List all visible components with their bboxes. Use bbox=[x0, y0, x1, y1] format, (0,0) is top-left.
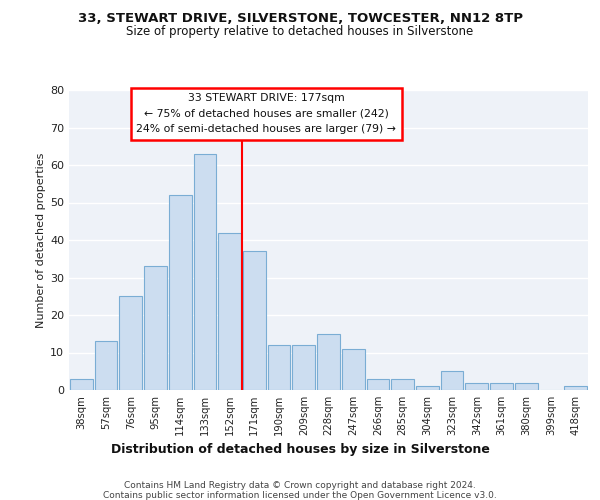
Bar bbox=[416, 386, 439, 390]
Bar bbox=[144, 266, 167, 390]
Bar bbox=[243, 251, 266, 390]
Bar bbox=[218, 232, 241, 390]
Bar bbox=[169, 195, 191, 390]
Text: 33 STEWART DRIVE: 177sqm
← 75% of detached houses are smaller (242)
24% of semi-: 33 STEWART DRIVE: 177sqm ← 75% of detach… bbox=[136, 93, 396, 134]
Bar bbox=[515, 382, 538, 390]
Text: Contains public sector information licensed under the Open Government Licence v3: Contains public sector information licen… bbox=[103, 491, 497, 500]
Y-axis label: Number of detached properties: Number of detached properties bbox=[36, 152, 46, 328]
Bar bbox=[70, 379, 93, 390]
Bar bbox=[342, 349, 365, 390]
Bar bbox=[95, 341, 118, 390]
Bar bbox=[367, 379, 389, 390]
Text: Distribution of detached houses by size in Silverstone: Distribution of detached houses by size … bbox=[110, 442, 490, 456]
Text: Contains HM Land Registry data © Crown copyright and database right 2024.: Contains HM Land Registry data © Crown c… bbox=[124, 481, 476, 490]
Bar bbox=[194, 154, 216, 390]
Bar bbox=[564, 386, 587, 390]
Bar bbox=[268, 345, 290, 390]
Text: 33, STEWART DRIVE, SILVERSTONE, TOWCESTER, NN12 8TP: 33, STEWART DRIVE, SILVERSTONE, TOWCESTE… bbox=[77, 12, 523, 26]
Bar bbox=[292, 345, 315, 390]
Bar bbox=[119, 296, 142, 390]
Bar bbox=[441, 371, 463, 390]
Bar bbox=[490, 382, 513, 390]
Bar bbox=[466, 382, 488, 390]
Text: Size of property relative to detached houses in Silverstone: Size of property relative to detached ho… bbox=[127, 25, 473, 38]
Bar bbox=[317, 334, 340, 390]
Bar bbox=[391, 379, 414, 390]
